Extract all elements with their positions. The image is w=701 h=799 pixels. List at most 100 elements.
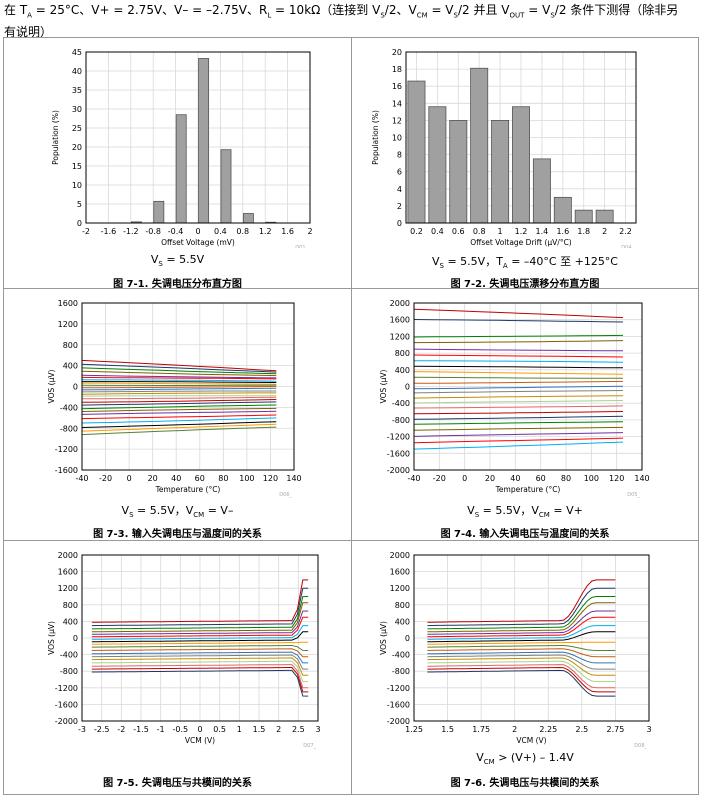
y-axis-label: Population (%) [371, 110, 380, 165]
x-axis-label: Temperature (°C) [495, 485, 561, 494]
x-tick-label: 0 [127, 474, 132, 483]
histogram-bar [407, 80, 426, 224]
series-line [91, 631, 309, 643]
series-line [427, 651, 616, 664]
x-tick-label: 0 [197, 725, 202, 734]
y-tick-label: 0 [397, 219, 402, 228]
x-axis-label: VCM (V) [185, 736, 215, 745]
series-line [82, 381, 277, 383]
x-tick-label: 1.6 [556, 227, 569, 236]
x-tick-label: 1.25 [405, 725, 423, 734]
x-tick-label: 1.5 [441, 725, 454, 734]
series-line [81, 426, 277, 436]
x-tick-label: -3 [78, 725, 86, 734]
figure-7-1-condition: VS = 5.5V [150, 253, 205, 269]
series-line [413, 308, 624, 319]
series-line [81, 417, 277, 424]
y-axis-label: VOS (µV) [47, 370, 56, 404]
series-line [413, 376, 623, 379]
x-tick-label: 3 [315, 725, 320, 734]
plot-frame [81, 302, 295, 471]
series-line [91, 625, 309, 640]
histogram-bar [491, 120, 510, 224]
series-line [91, 645, 309, 651]
figure-7-3-caption: 图 7-3. 输入失调电压与温度间的关系 [93, 529, 262, 540]
x-tick-label: -1.5 [133, 725, 149, 734]
series-line [81, 396, 277, 400]
x-tick-label: 20 [148, 474, 158, 483]
series-line [81, 404, 277, 410]
figure-7-6-condition: VCM > (V+) – 1.4V [476, 751, 574, 767]
histogram-bar [595, 209, 614, 224]
series-line [91, 669, 309, 697]
histogram-bar [574, 209, 593, 224]
series-line [91, 587, 309, 627]
x-tick-label: 0.5 [213, 725, 226, 734]
x-tick-label: -20 [99, 474, 112, 483]
figure-7-4-condition: VS = 5.5V，VCM = V+ [467, 504, 583, 520]
x-tick-label: 120 [609, 474, 624, 483]
series-line [91, 648, 309, 658]
figure-7-5: -2000 -1600 -1200 -800 -400 0 400 800 1200 1600 20… [3, 540, 352, 795]
x-tick-label: 1.5 [253, 725, 266, 734]
y-tick-label: -2000 [387, 717, 410, 726]
x-tick-label: 2.5 [292, 725, 305, 734]
x-tick-label: -2 [82, 227, 90, 236]
series-line [413, 405, 624, 409]
plot-frame [413, 302, 643, 471]
y-tick-label: -1600 [387, 449, 410, 458]
x-tick-label: 2 [276, 725, 281, 734]
y-tick-label: 2000 [390, 299, 410, 308]
x-tick-label: 40 [171, 474, 181, 483]
y-axis-label: VOS (µV) [379, 370, 388, 404]
x-tick-label: 2 [512, 725, 517, 734]
y-tick-label: -400 [392, 399, 410, 408]
y-tick-label: 2000 [390, 551, 410, 560]
series-line [413, 371, 624, 375]
y-tick-label: 1200 [58, 584, 78, 593]
figure-7-5-caption: 图 7-5. 失调电压与共模间的关系 [103, 778, 252, 789]
y-tick-label: -1200 [55, 684, 78, 693]
series-line [81, 379, 277, 382]
y-tick-label: 10 [392, 134, 402, 143]
y-tick-label: -1600 [387, 700, 410, 709]
y-tick-label: -1200 [387, 433, 410, 442]
y-tick-label: -2000 [55, 717, 78, 726]
x-tick-label: 2.5 [575, 725, 588, 734]
y-tick-label: 400 [63, 362, 78, 371]
x-tick-label: -20 [433, 474, 446, 483]
histogram-bar [220, 149, 232, 224]
figure-code: D05_ [627, 492, 640, 498]
plot-frame [85, 51, 311, 224]
y-tick-label: -1200 [387, 684, 410, 693]
y-tick-label: -800 [60, 424, 78, 433]
vos-vs-temperature-vcm-high: -2000-1600-1200-800-40004008001200160020… [379, 299, 650, 498]
y-tick-label: 800 [63, 601, 78, 610]
series-line [427, 657, 616, 676]
series-line [413, 415, 624, 420]
figure-7-2-condition: VS = 5.5V，TA = –40°C 至 +125°C [431, 255, 618, 271]
y-tick-label: 14 [392, 99, 402, 108]
series-line [91, 667, 309, 693]
histogram-bar [532, 158, 551, 224]
y-tick-label: 0 [77, 219, 82, 228]
figure-code: D04_ [621, 245, 634, 248]
y-tick-label: 25 [72, 124, 82, 133]
y-tick-label: 1600 [58, 568, 78, 577]
y-tick-label: 800 [395, 601, 410, 610]
series-line [81, 401, 277, 406]
histogram-bar [512, 106, 530, 224]
y-tick-label: 0 [405, 383, 410, 392]
y-tick-label: 6 [397, 168, 402, 177]
series-line [413, 421, 624, 425]
x-tick-label: 60 [195, 474, 205, 483]
series-line [91, 641, 309, 645]
y-tick-label: 1600 [390, 568, 410, 577]
series-line [413, 319, 624, 323]
y-tick-label: 0 [73, 634, 78, 643]
series-line [81, 410, 277, 415]
histogram-bar [553, 196, 572, 224]
x-tick-label: 40 [510, 474, 520, 483]
y-tick-label: -1600 [55, 466, 78, 475]
offset-voltage-histogram: 0 5 10 15 20 25 30 35 40 45 -2 -1.6 -1.2 -0.8 -0.4 0 0.4… [51, 48, 313, 248]
